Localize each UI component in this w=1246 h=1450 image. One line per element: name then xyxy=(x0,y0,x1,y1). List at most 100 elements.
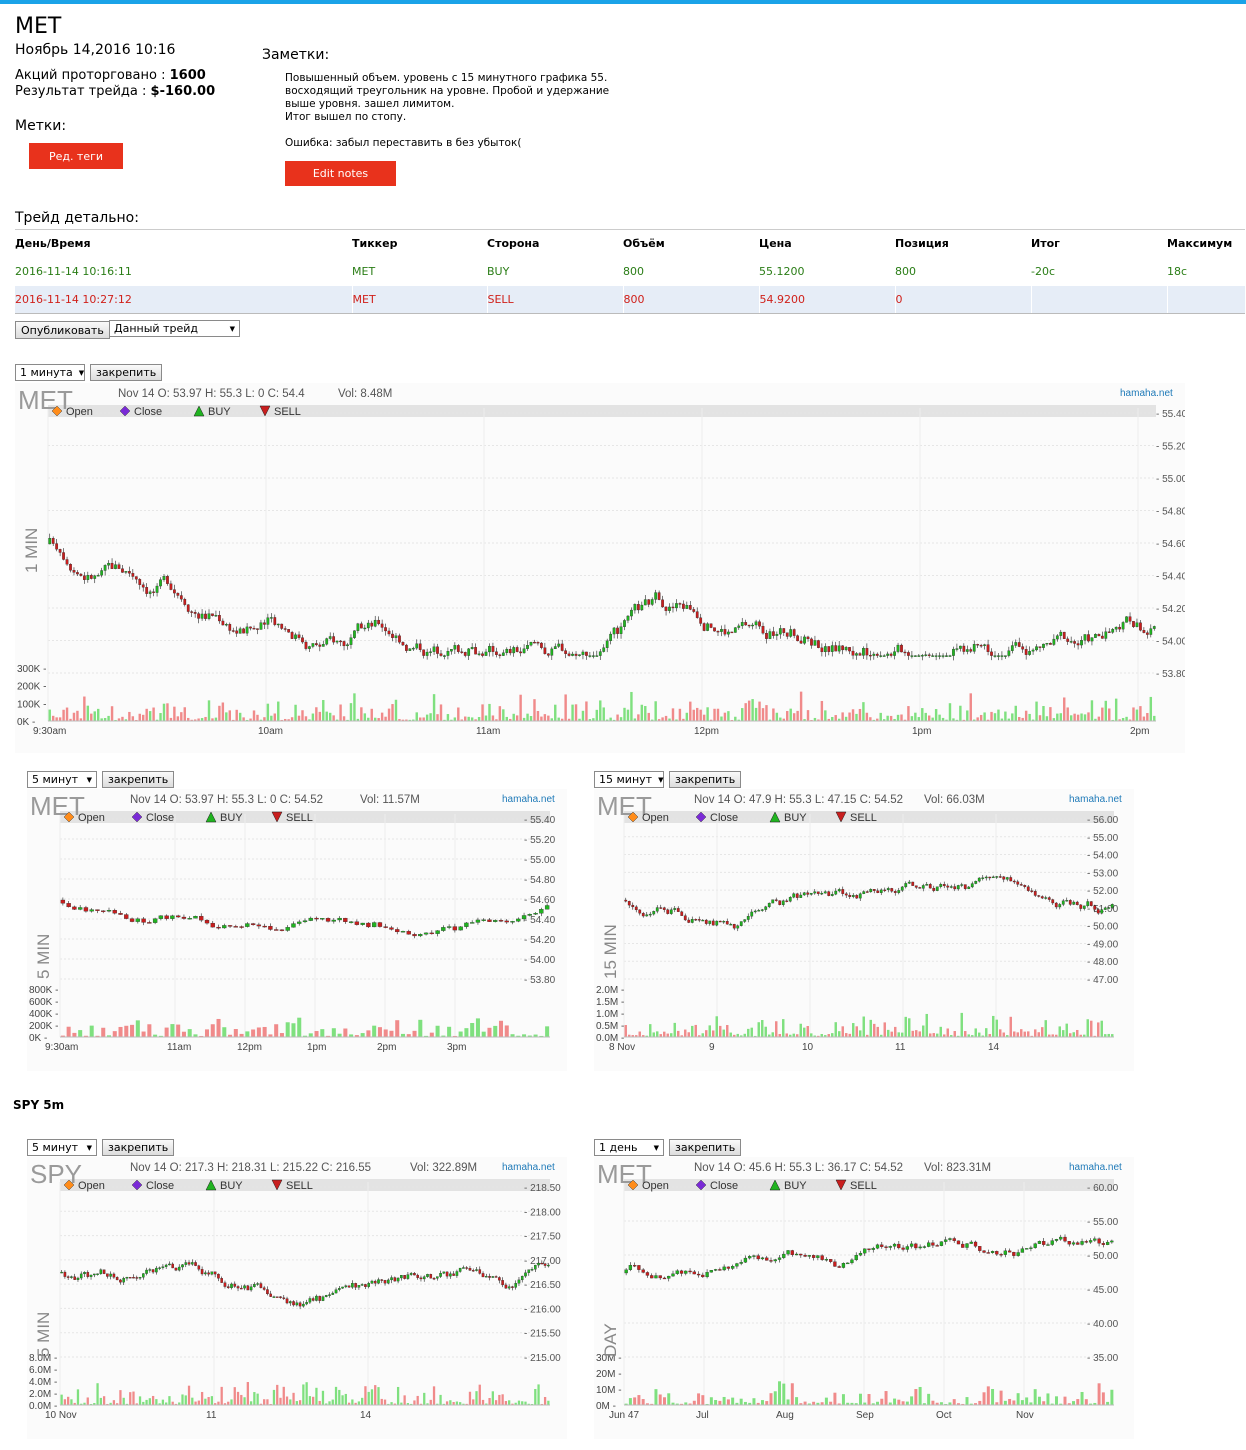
price-chart[interactable]: - 56.00 - 55.00 - 54.00 - 53.00 - 52.00 - 51.… xyxy=(594,789,1134,1071)
price-tick-label: - 54.00 xyxy=(1156,637,1185,648)
time-tick-label: 8 Nov xyxy=(609,1042,635,1053)
brand-link[interactable]: hamaha.net xyxy=(502,794,555,805)
svg-text:Open: Open xyxy=(642,1180,669,1192)
time-tick-label: Sep xyxy=(856,1410,874,1421)
candlestick-series xyxy=(48,533,1156,661)
ohlc-info: Nov 14 O: 53.97 H: 55.3 L: 0 C: 54.4 xyxy=(118,388,305,400)
svg-text:BUY: BUY xyxy=(220,812,243,824)
pin-button[interactable]: закрепить xyxy=(90,364,163,381)
volume-tick-label: 6.0M - xyxy=(29,1365,57,1376)
table-cell: BUY xyxy=(487,265,510,278)
chart-symbol: MET xyxy=(597,1159,652,1189)
price-tick-label: - 54.40 xyxy=(524,915,556,926)
table-cell: 800 xyxy=(623,265,644,278)
volume-tick-label: 0.0M - xyxy=(596,1033,624,1044)
volume-series xyxy=(60,1382,550,1405)
time-tick-label: 11am xyxy=(476,726,500,737)
table-cell: MET xyxy=(351,285,487,314)
price-tick-label: - 54.60 xyxy=(524,895,556,906)
price-tick-label: - 49.00 xyxy=(1087,939,1119,950)
interval-select[interactable]: 1 день ▼ xyxy=(594,1139,664,1156)
legend-entry: SELL xyxy=(259,405,301,418)
price-chart[interactable]: - 55.40 - 55.20 - 55.00 - 54.80 - 54.60 - 54.… xyxy=(15,383,1188,753)
chart-svg: - 60.00 - 55.00 - 50.00 - 45.00 - 40.00 - 35.… xyxy=(594,1157,1134,1439)
interval-select[interactable]: 5 минут ▼ xyxy=(27,1139,97,1156)
price-tick-label: - 55.40 xyxy=(1156,409,1185,420)
svg-text:Open: Open xyxy=(642,812,669,824)
pin-button[interactable]: закрепить xyxy=(102,1139,175,1156)
time-tick-label: 9 xyxy=(709,1042,715,1053)
interval-select[interactable]: 5 минут ▼ xyxy=(27,771,97,788)
time-tick-label: 14 xyxy=(988,1042,1000,1053)
interval-select[interactable]: 15 минут ▼ xyxy=(594,771,664,788)
volume-info: Vol: 322.89M xyxy=(410,1162,477,1174)
time-tick-label: Aug xyxy=(776,1410,794,1421)
shares-traded: Акций проторговано : 1600 xyxy=(15,68,206,83)
column-header: Сторона xyxy=(487,229,623,258)
chart-symbol: SPY xyxy=(30,1159,82,1189)
volume-series xyxy=(48,691,1156,721)
trade-scope-select[interactable]: Данный трейд ▼ xyxy=(109,320,240,337)
legend-entry: Close xyxy=(695,1179,738,1192)
interval-select[interactable]: 1 минута ▼ xyxy=(15,364,85,381)
time-tick-label: Oct xyxy=(936,1410,952,1421)
svg-text:Close: Close xyxy=(146,812,174,824)
brand-link[interactable]: hamaha.net xyxy=(1069,794,1122,805)
pin-button[interactable]: закрепить xyxy=(669,771,742,788)
price-chart[interactable]: - 218.50 - 218.00 - 217.50 - 217.00 - 216.50… xyxy=(27,1157,567,1439)
tags-label: Метки: xyxy=(15,118,67,134)
table-cell: 800 xyxy=(895,265,916,278)
price-tick-label: - 54.00 xyxy=(1087,851,1119,862)
table-cell: MET xyxy=(352,265,376,278)
table-cell xyxy=(1166,285,1245,314)
time-tick-label: 11 xyxy=(206,1410,217,1421)
candlestick-series xyxy=(60,897,550,939)
volume-series xyxy=(624,1381,1114,1405)
price-tick-label: - 56.00 xyxy=(1087,815,1119,826)
table-row: 2016-11-14 10:16:11 MET BUY 800 55.1200 800 -2… xyxy=(15,258,1245,286)
time-tick-label: 12pm xyxy=(694,726,719,737)
legend-entry: Close xyxy=(119,405,162,418)
notes-title: Заметки: xyxy=(262,47,330,63)
column-header: Итог xyxy=(1031,229,1167,258)
pin-button[interactable]: закрепить xyxy=(102,771,175,788)
column-header: Объём xyxy=(623,229,759,258)
legend-entry: BUY xyxy=(769,811,807,824)
page-title: MET xyxy=(15,14,62,39)
price-chart[interactable]: - 55.40 - 55.20 - 55.00 - 54.80 - 54.60 - 54.… xyxy=(27,789,567,1071)
legend-entry: Open xyxy=(627,1179,669,1192)
price-tick-label: - 55.00 xyxy=(1156,474,1185,485)
price-tick-label: - 47.00 xyxy=(1087,975,1119,986)
price-chart[interactable]: - 60.00 - 55.00 - 50.00 - 45.00 - 40.00 - 35.… xyxy=(594,1157,1134,1439)
legend-entry: Open xyxy=(627,811,669,824)
chevron-down-icon: ▼ xyxy=(86,775,92,784)
edit-tags-button[interactable]: Ред. теги xyxy=(29,143,123,169)
volume-info: Vol: 823.31M xyxy=(924,1162,991,1174)
brand-link[interactable]: hamaha.net xyxy=(1120,388,1173,399)
price-tick-label: - 54.80 xyxy=(524,875,556,886)
brand-link[interactable]: hamaha.net xyxy=(502,1162,555,1173)
price-tick-label: - 215.50 xyxy=(524,1329,561,1340)
pin-button[interactable]: закрепить xyxy=(669,1139,742,1156)
chart-svg: - 55.40 - 55.20 - 55.00 - 54.80 - 54.60 - 54.… xyxy=(15,383,1188,753)
price-tick-label: - 51.00 xyxy=(1087,904,1119,915)
price-tick-label: - 215.00 xyxy=(524,1353,561,1364)
brand-link[interactable]: hamaha.net xyxy=(1069,1162,1122,1173)
table-cell: 0 xyxy=(894,285,1031,314)
time-tick-label: 2pm xyxy=(1130,726,1149,737)
legend-entry: Open xyxy=(63,811,105,824)
price-tick-label: - 55.40 xyxy=(524,815,556,826)
divider xyxy=(15,313,1245,314)
svg-text:SELL: SELL xyxy=(850,812,877,824)
publish-button[interactable]: Опубликовать xyxy=(15,321,110,339)
edit-notes-button[interactable]: Edit notes xyxy=(285,161,396,186)
svg-text:SELL: SELL xyxy=(274,406,301,418)
svg-text:Close: Close xyxy=(146,1180,174,1192)
table-cell: 2016-11-14 10:16:11 xyxy=(15,265,132,278)
column-header: Цена xyxy=(759,229,895,258)
chart-svg: - 218.50 - 218.00 - 217.50 - 217.00 - 216.50… xyxy=(27,1157,567,1439)
price-tick-label: - 217.00 xyxy=(524,1256,561,1267)
interval-value: 5 минут xyxy=(32,1141,79,1154)
chevron-down-icon: ▼ xyxy=(78,368,85,377)
chart-svg: - 56.00 - 55.00 - 54.00 - 53.00 - 52.00 - 51.… xyxy=(594,789,1134,1071)
